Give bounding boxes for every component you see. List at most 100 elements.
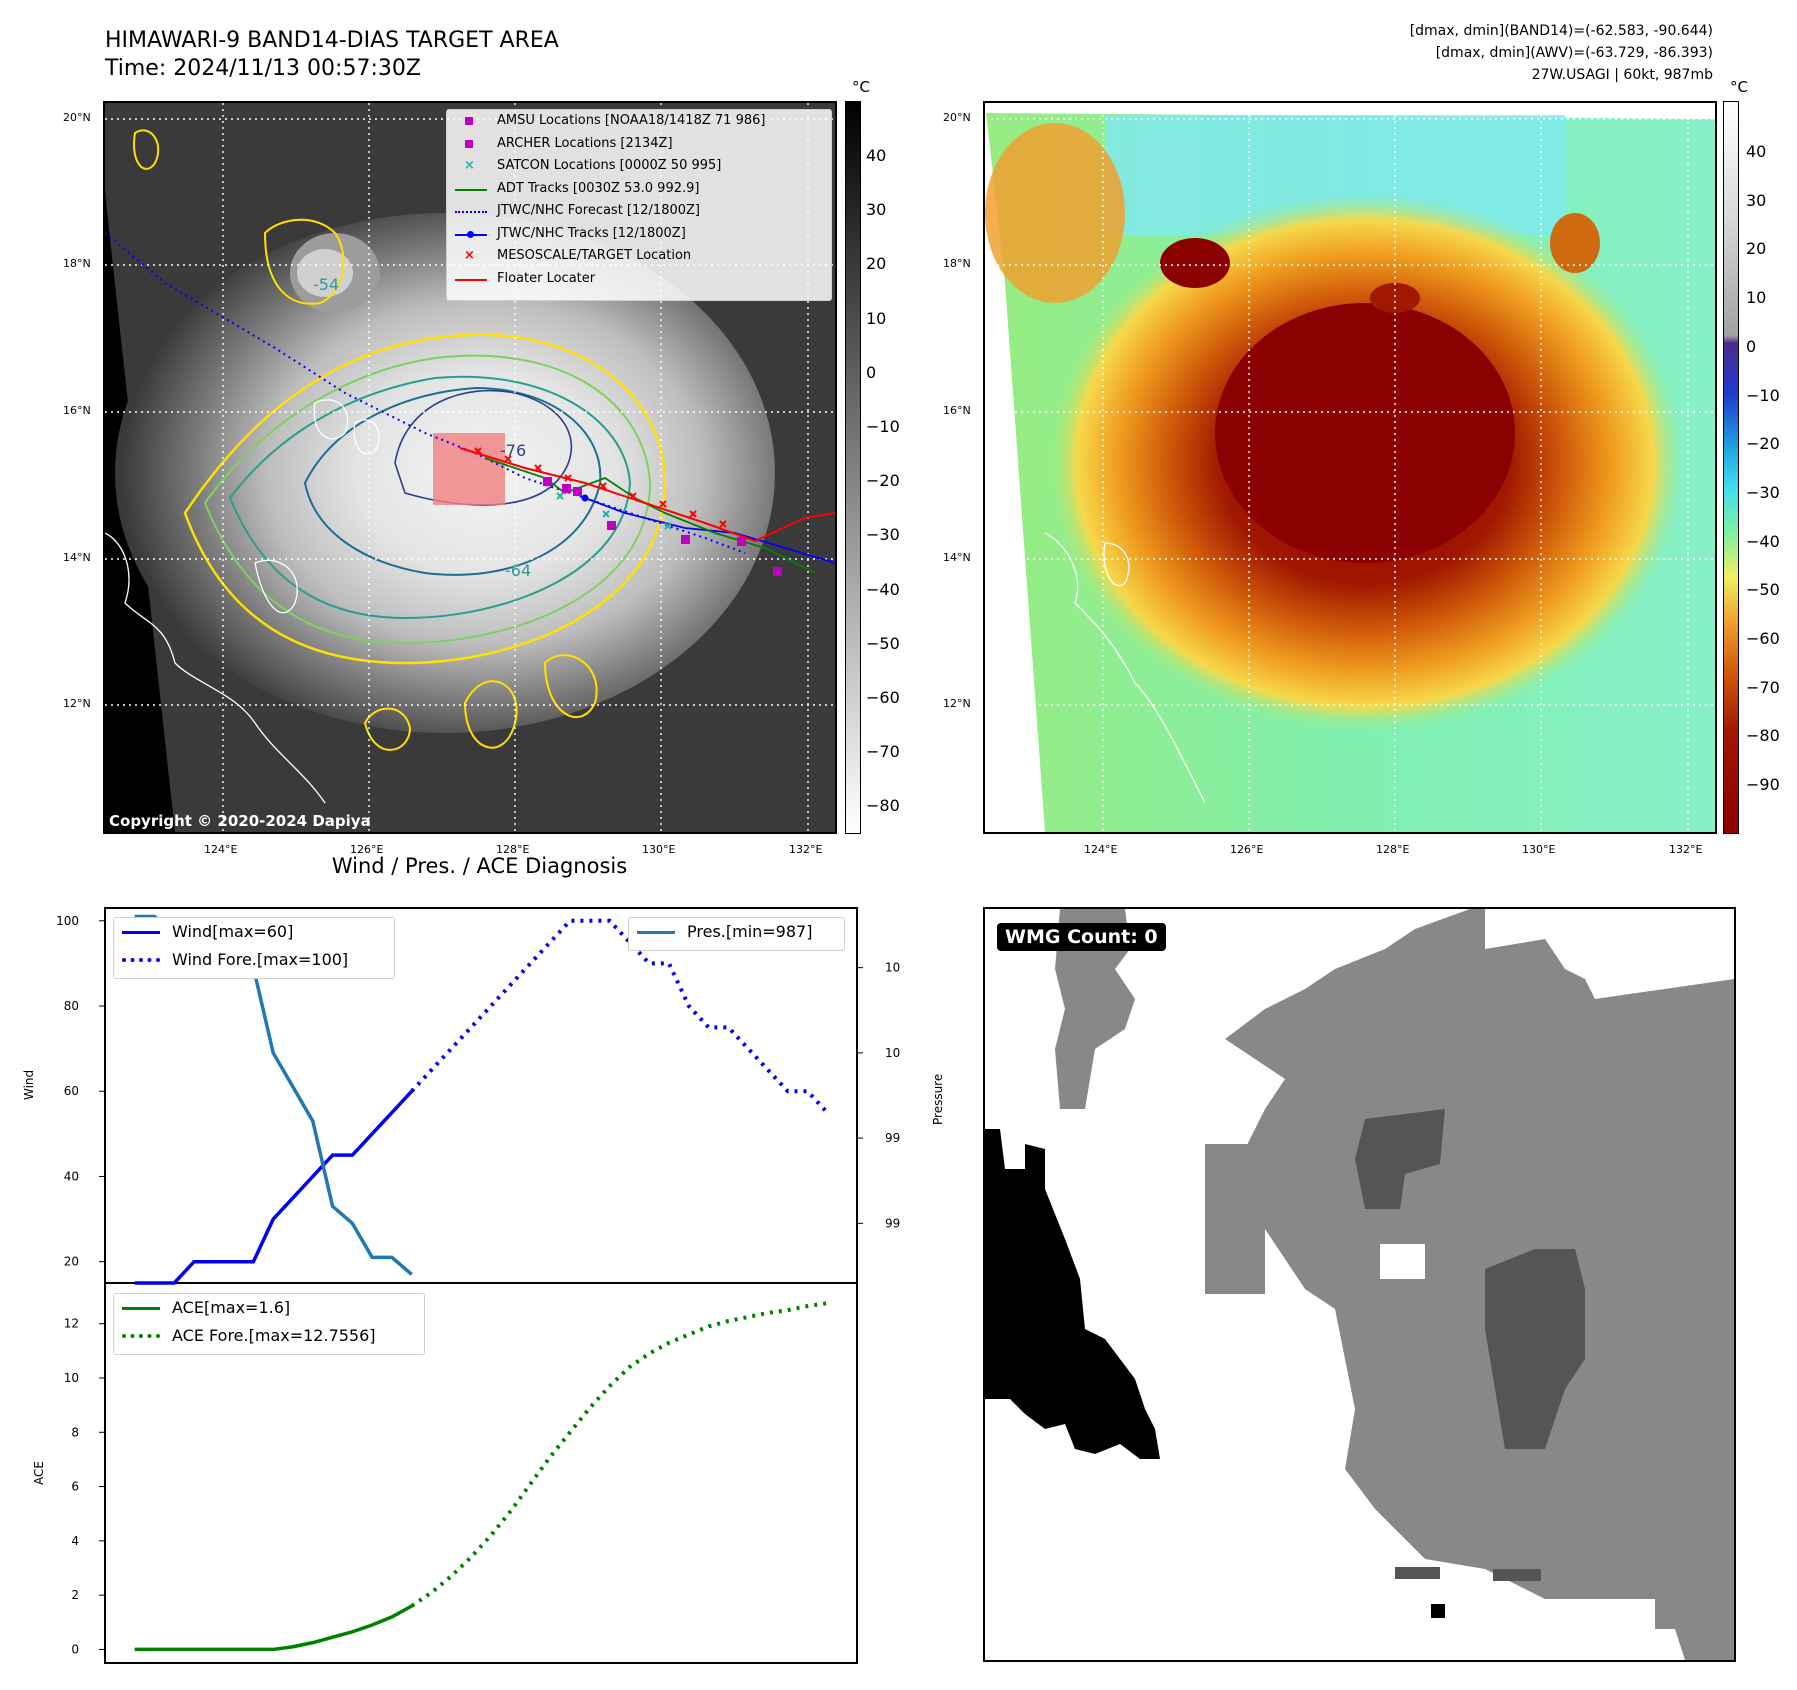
lat-tick-label: 16°N bbox=[943, 404, 971, 417]
contour-label-76: -76 bbox=[500, 441, 527, 460]
ir-map-image bbox=[105, 103, 835, 832]
colorbar-tick-label: −90 bbox=[1746, 775, 1780, 795]
wmg-region-gray bbox=[1225, 909, 1734, 1660]
wmg-region-black bbox=[985, 1129, 1160, 1459]
copyright-notice: Copyright © 2020-2024 Dapiya bbox=[109, 812, 371, 830]
y-tick-label: 0 bbox=[71, 1642, 79, 1656]
lat-tick-label: 14°N bbox=[63, 551, 91, 564]
colorbar-tick-label: 0 bbox=[866, 362, 877, 382]
legend-item-pressure: Pres.[min=987] bbox=[629, 918, 844, 946]
amsu-archer-markers bbox=[543, 477, 782, 576]
ir-map-panel: -76 -64 -54 AMSU Locations [NOAA18/1418Z… bbox=[103, 101, 837, 834]
colorbar-tick-label: 20 bbox=[866, 254, 887, 274]
lat-tick-label: 18°N bbox=[943, 257, 971, 270]
awv-gridlines bbox=[985, 103, 1715, 832]
y-tick-label: 12 bbox=[64, 1317, 79, 1331]
diagnosis-chart: 20 40 60 80 100 990 995 1000 1005 0 2 4 6 8 10 12 bbox=[56, 907, 900, 1664]
colorbar-tick-label: 10 bbox=[866, 308, 887, 328]
lat-tick-label: 18°N bbox=[63, 257, 91, 270]
wmg-count-badge: WMG Count: 0 bbox=[997, 923, 1166, 951]
series-line-1 bbox=[410, 918, 829, 1114]
colorbar-tick-label: 30 bbox=[866, 200, 887, 220]
colorbar-tick-label: 30 bbox=[1746, 190, 1767, 210]
target-markers bbox=[474, 447, 727, 528]
colorbar-tick-label: 40 bbox=[1746, 142, 1767, 161]
legend-item-ace: ACE[max=1.6] bbox=[114, 1294, 424, 1322]
legend-item-ace-forecast: ACE Fore.[max=12.7556] bbox=[114, 1322, 424, 1350]
lat-tick-label: 20°N bbox=[63, 111, 91, 124]
colorbar-tick-label: 40 bbox=[866, 146, 887, 165]
awv-map-panel bbox=[983, 101, 1717, 834]
colorbar-tick-label: −30 bbox=[1746, 482, 1780, 502]
contour-teal bbox=[228, 375, 632, 620]
colorbar-tick-label: −10 bbox=[1746, 385, 1780, 405]
contour-label-54: -54 bbox=[313, 275, 340, 294]
pressure-axis-label: Pressure bbox=[931, 1073, 945, 1125]
y-tick-label: 4 bbox=[71, 1534, 79, 1548]
legend-item-wind: Wind[max=60] bbox=[114, 918, 394, 946]
lon-tick-label: 128°E bbox=[496, 843, 530, 856]
lat-tick-label: 16°N bbox=[63, 404, 91, 417]
colorbar-tick-label: −80 bbox=[866, 796, 900, 816]
awv-colorbar-unit: °C bbox=[1730, 78, 1748, 96]
y-tick-label: 8 bbox=[71, 1425, 79, 1439]
y-tick-label: 60 bbox=[64, 1084, 79, 1098]
ir-colorbar-unit: °C bbox=[852, 78, 870, 96]
storm-info: 27W.USAGI | 60kt, 987mb bbox=[1531, 67, 1713, 83]
jtwc-track bbox=[584, 497, 835, 564]
legend-item: × SATCON Locations [0000Z 50 995] bbox=[464, 158, 722, 173]
lat-tick-label: 14°N bbox=[943, 551, 971, 564]
chart-time: Time: 2024/11/13 00:57:30Z bbox=[105, 56, 421, 81]
lon-tick-label: 132°E bbox=[1669, 843, 1703, 856]
y-tick-label: 80 bbox=[64, 999, 79, 1013]
lon-tick-label: 126°E bbox=[1230, 843, 1264, 856]
ace-axis-label: ACE bbox=[32, 1461, 46, 1485]
y-tick-label: 100 bbox=[56, 914, 79, 928]
y-tick-label: 20 bbox=[64, 1255, 79, 1269]
legend-item-wind-forecast: Wind Fore.[max=100] bbox=[114, 946, 394, 974]
lon-tick-label: 130°E bbox=[1522, 843, 1556, 856]
colorbar-tick-label: −50 bbox=[1746, 580, 1780, 600]
lon-tick-label: 124°E bbox=[1084, 843, 1118, 856]
wind-axis-label: Wind bbox=[22, 1069, 36, 1100]
legend-item: Floater Locater bbox=[447, 268, 831, 291]
colorbar-tick-label: −40 bbox=[1746, 531, 1780, 551]
wind-legend: Wind[max=60] Wind Fore.[max=100] bbox=[113, 917, 395, 979]
colorbar-tick-label: −70 bbox=[866, 742, 900, 762]
lat-tick-label: 20°N bbox=[943, 111, 971, 124]
satcon-markers bbox=[556, 492, 672, 530]
y-tick-label: 10 bbox=[64, 1371, 79, 1385]
series-line-0 bbox=[134, 1090, 414, 1285]
colorbar-tick-label: 0 bbox=[1746, 336, 1757, 356]
awv-map-image bbox=[985, 103, 1715, 832]
ace-series-line-1 bbox=[410, 1301, 828, 1608]
wmg-image bbox=[985, 909, 1734, 1660]
legend-item: JTWC/NHC Forecast [12/1800Z] bbox=[447, 200, 831, 223]
colorbar-tick-label: −50 bbox=[866, 633, 900, 653]
legend-item: × MESOSCALE/TARGET Location bbox=[464, 248, 692, 263]
lon-tick-label: 132°E bbox=[789, 843, 823, 856]
y-tick-label: 40 bbox=[64, 1169, 79, 1183]
stats-band14: [dmax, dmin](BAND14)=(-62.583, -90.644) bbox=[1409, 23, 1713, 39]
y2-tick-label: 995 bbox=[885, 1131, 900, 1145]
lon-tick-label: 126°E bbox=[350, 843, 384, 856]
stats-awv: [dmax, dmin](AWV)=(-63.729, -86.393) bbox=[1435, 45, 1713, 61]
legend-item: ADT Tracks [0030Z 53.0 992.9] bbox=[447, 178, 831, 201]
y-tick-label: 2 bbox=[71, 1588, 79, 1602]
colorbar-tick-label: −60 bbox=[866, 688, 900, 707]
y2-tick-label: 1005 bbox=[885, 961, 900, 975]
colorbar-tick-label: −80 bbox=[1746, 726, 1780, 746]
contour-yellow bbox=[183, 333, 667, 665]
map-legend: AMSU Locations [NOAA18/1418Z 71 986] ARC… bbox=[446, 109, 832, 301]
wmg-panel: WMG Count: 0 bbox=[983, 907, 1736, 1662]
colorbar-tick-label: −20 bbox=[1746, 434, 1780, 454]
colorbar-tick-label: 20 bbox=[1746, 239, 1767, 259]
colorbar-tick-label: −40 bbox=[866, 579, 900, 599]
colorbar-tick-label: −10 bbox=[866, 417, 900, 436]
colorbar-tick-label: −20 bbox=[866, 471, 900, 491]
floater-box bbox=[433, 433, 505, 505]
lon-tick-label: 130°E bbox=[642, 843, 676, 856]
ace-axes-frame bbox=[104, 1282, 858, 1664]
lat-tick-label: 12°N bbox=[943, 697, 971, 710]
ir-colorbar bbox=[845, 101, 861, 834]
